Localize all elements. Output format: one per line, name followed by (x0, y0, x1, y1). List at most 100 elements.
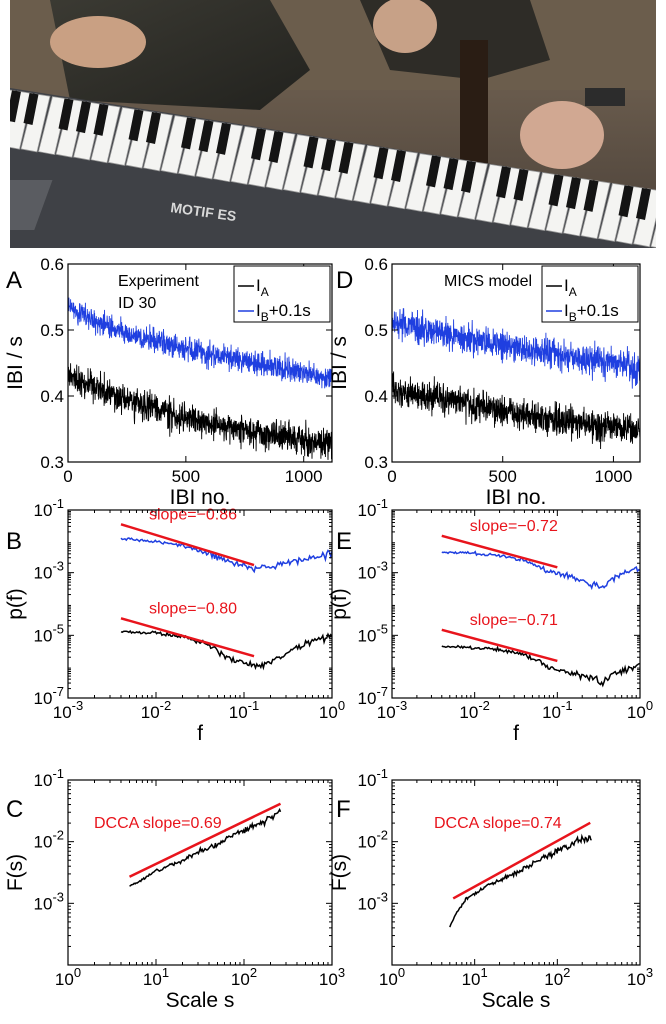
x-tick-label: 102 (231, 965, 257, 989)
x-tick-label: 500 (172, 467, 200, 486)
white-key (598, 182, 628, 242)
plot-area (449, 833, 592, 928)
legend-box (233, 265, 331, 323)
black-key (618, 185, 634, 218)
y-tick-label: 0.3 (40, 453, 64, 472)
axis-frame (67, 779, 333, 966)
white-key (580, 180, 611, 240)
legend-label: IB+0.1s (256, 301, 311, 324)
panel-annotation: MICS model (444, 273, 532, 290)
black-key (93, 103, 109, 136)
panel-b-chart: slope=−0.86 slope=−0.80 10-3 10-2 10-1 100 10-… (4, 496, 345, 745)
y-tick-label: 10-3 (358, 889, 388, 913)
black-key (321, 139, 336, 172)
fit-line (441, 534, 558, 569)
panel-d-chart: 0 500 1000 0.3 0.4 0.5 0.6 IBI no. IBI / s D MICS … (328, 255, 641, 509)
panel-f-chart: DCCA slope=0.74 100 101 102 103 10-3 10-2 10-1 S… (328, 766, 653, 1012)
white-key (90, 104, 121, 164)
black-key (461, 160, 476, 193)
y-tick-label: 10-3 (34, 889, 64, 913)
white-key (388, 150, 418, 210)
x-tick-label: 10-1 (229, 698, 259, 722)
legend-label: IA (256, 276, 269, 299)
y-tick-label: 10-1 (358, 766, 388, 790)
white-key (178, 117, 208, 177)
y-tick-label: 10-5 (358, 621, 388, 645)
x-axis-title: Scale s (166, 989, 235, 1012)
panel-letter: E (336, 528, 352, 555)
x-axis-title: f (197, 722, 203, 745)
panel-letter: D (336, 267, 353, 294)
series-line-dcca (129, 807, 282, 887)
series-line-i-b-0-1s (68, 296, 332, 389)
white-key (510, 169, 541, 229)
y-tick-label: 10-7 (358, 684, 388, 708)
white-key (475, 163, 506, 223)
axis-frame (391, 509, 641, 699)
x-tick-label: 103 (319, 965, 345, 989)
x-tick-label: 103 (627, 965, 653, 989)
y-axis-title: p(f) (4, 588, 27, 620)
black-key (268, 130, 284, 163)
legend-label: IB+0.1s (564, 301, 619, 324)
y-tick-label: 10-3 (358, 559, 388, 583)
series-line-b-spectrum (120, 537, 332, 574)
x-tick-label: 101 (143, 965, 169, 989)
left-hand (50, 16, 146, 68)
black-key (338, 141, 354, 174)
y-tick-label: 10-2 (358, 828, 388, 852)
white-key (73, 101, 103, 161)
black-key (513, 168, 529, 201)
white-key (458, 161, 488, 221)
x-tick-label: 10-3 (377, 698, 407, 722)
black-key (23, 93, 39, 126)
y-axis-title: p(f) (328, 588, 351, 620)
right-hand (520, 101, 604, 169)
white-key (405, 153, 436, 213)
black-key (128, 109, 144, 142)
fit-line (441, 628, 558, 663)
white-key (423, 155, 453, 215)
x-axis-title: Scale s (482, 989, 551, 1012)
x-tick-label: 10-1 (542, 698, 572, 722)
x-tick-label: 100 (55, 965, 81, 989)
white-key (493, 166, 523, 226)
wristwatch-icon (585, 88, 625, 106)
black-key (10, 90, 21, 123)
white-key (300, 136, 331, 196)
black-key (391, 149, 406, 182)
x-tick-label: 10-3 (53, 698, 83, 722)
series-line-i-a (68, 363, 332, 460)
x-axis-title: IBI no. (486, 486, 547, 509)
y-tick-label: 0.5 (40, 321, 64, 340)
axis-frame (67, 263, 333, 463)
x-tick-label: 0 (63, 467, 72, 486)
y-tick-label: 10-2 (34, 828, 64, 852)
x-tick-label: 0 (387, 467, 396, 486)
plot-area (129, 807, 282, 887)
x-axis-title: IBI no. (170, 486, 231, 509)
panel-letter: F (336, 796, 351, 823)
fit-slope-label: slope=−0.86 (149, 506, 237, 523)
white-key (370, 147, 401, 207)
x-tick-label: 10-2 (141, 698, 171, 722)
plot-area (392, 308, 640, 450)
piano-photo: MOTIF ES (10, 0, 656, 248)
black-key (76, 101, 91, 134)
white-key (213, 123, 243, 183)
white-key (38, 96, 68, 156)
plot-area (441, 550, 640, 688)
panel-annotation: Experiment (118, 273, 199, 290)
y-tick-label: 10-1 (34, 766, 64, 790)
x-tick-label: 500 (489, 467, 517, 486)
axis-frame (67, 509, 333, 699)
fit-line (120, 617, 255, 658)
black-key (548, 174, 564, 207)
white-key (265, 131, 296, 191)
white-key (143, 112, 173, 172)
white-key (545, 174, 576, 234)
white-key (650, 225, 656, 248)
x-tick-label: 101 (462, 965, 488, 989)
panel-e-chart: slope=−0.72 slope=−0.71 10-3 10-2 10-1 100 10-… (328, 496, 653, 745)
